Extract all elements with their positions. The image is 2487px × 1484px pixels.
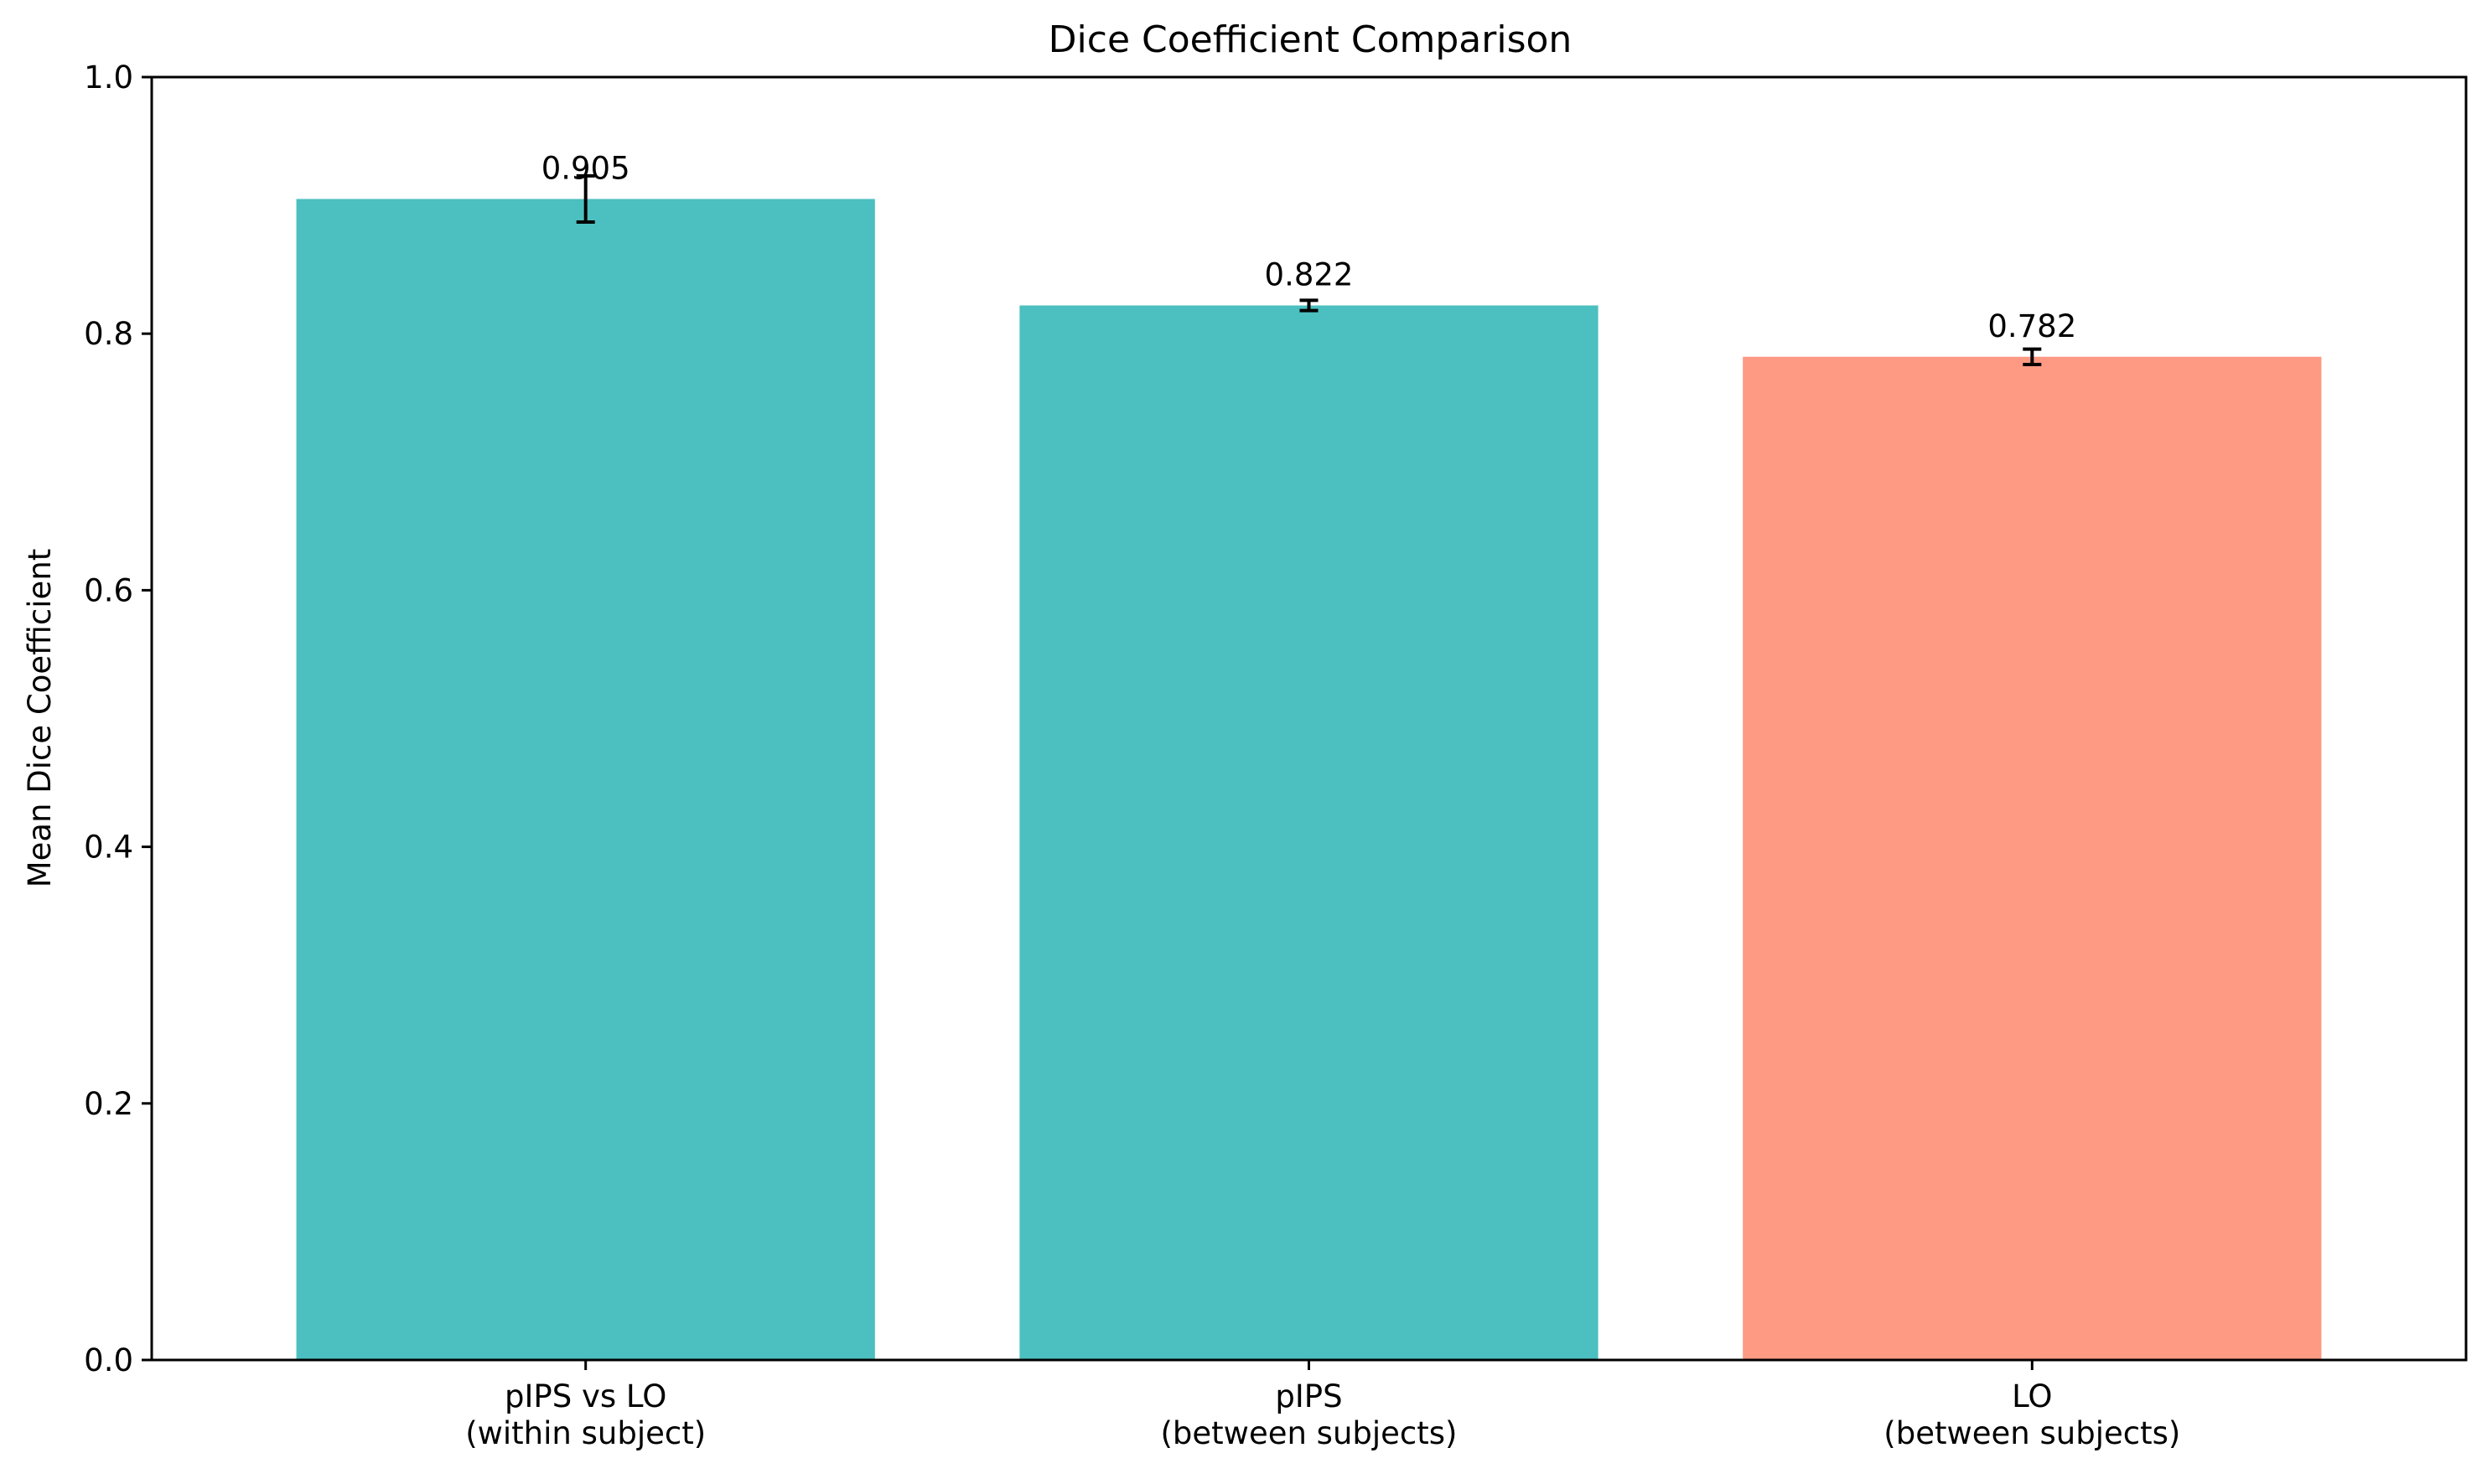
x-tick-label-2-0: LO xyxy=(2012,1378,2052,1414)
chart-title: Dice Coefficient Comparison xyxy=(1049,18,1573,61)
x-tick-label-1-0: pIPS xyxy=(1275,1378,1342,1414)
value-label-1: 0.822 xyxy=(1265,257,1354,293)
errorbars-layer xyxy=(576,173,2042,366)
bar-1 xyxy=(1019,305,1598,1360)
value-labels-layer: 0.905 0.822 0.782 xyxy=(541,150,2077,344)
x-tick-label-0-1: (within subject) xyxy=(465,1415,706,1451)
bars-layer xyxy=(296,199,2322,1360)
y-tick-label-1: 0.2 xyxy=(84,1086,133,1122)
y-tick-label-4: 0.8 xyxy=(84,316,133,352)
y-axis-label: Mean Dice Coefficient xyxy=(22,549,58,888)
y-tick-label-2: 0.4 xyxy=(84,830,133,866)
x-tick-label-1-1: (between subjects) xyxy=(1160,1415,1457,1451)
y-tick-label-0: 0.0 xyxy=(84,1342,133,1378)
x-axis: pIPS vs LO(within subject)pIPS(between s… xyxy=(465,1360,2180,1451)
value-label-0: 0.905 xyxy=(541,150,630,186)
value-label-2: 0.782 xyxy=(1987,308,2076,344)
bar-2 xyxy=(1743,356,2322,1360)
y-tick-label-3: 0.6 xyxy=(84,572,133,608)
bar-0 xyxy=(296,199,875,1360)
y-tick-label-5: 1.0 xyxy=(84,59,133,96)
x-tick-label-2-1: (between subjects) xyxy=(1883,1415,2180,1451)
plot-frame xyxy=(150,75,2468,1362)
y-axis: 0.0 0.2 0.4 0.6 0.8 1.0 xyxy=(84,59,152,1378)
x-tick-label-0-0: pIPS vs LO xyxy=(505,1378,666,1414)
